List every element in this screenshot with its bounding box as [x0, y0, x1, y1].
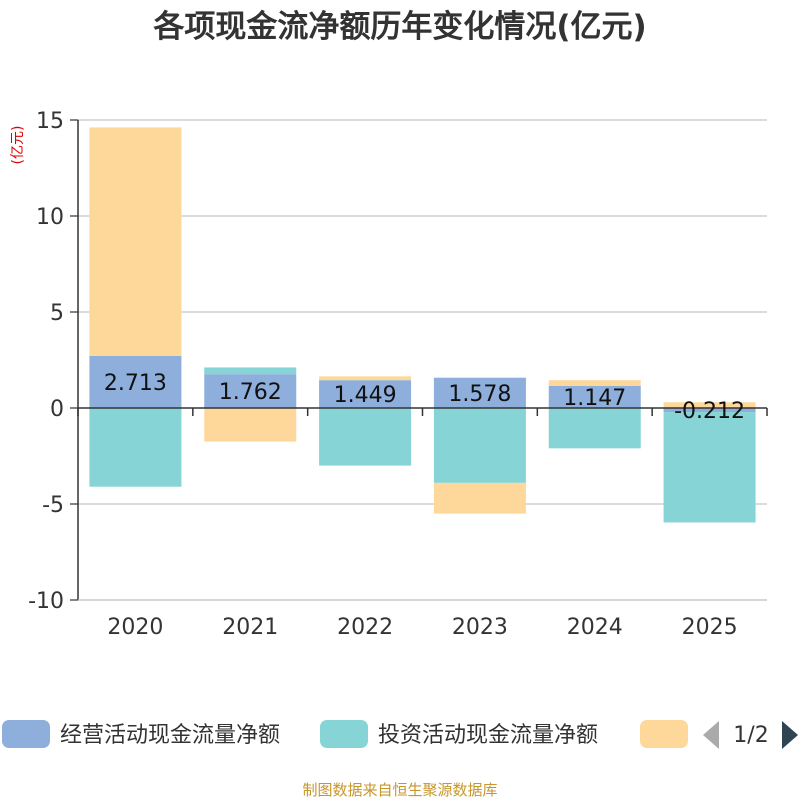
- chart-title: 各项现金流净额历年变化情况(亿元): [152, 9, 646, 45]
- data-label: 1.762: [219, 380, 282, 405]
- bars: [89, 127, 756, 523]
- legend-label[interactable]: 经营活动现金流量净额: [60, 723, 280, 748]
- y-tick-label: 10: [36, 205, 64, 230]
- bar-series2-2020[interactable]: [89, 408, 182, 487]
- x-tick-label: 2020: [107, 615, 163, 640]
- data-label: 2.713: [104, 371, 167, 396]
- legend-page-indicator: 1/2: [733, 723, 768, 748]
- legend: 经营活动现金流量净额 投资活动现金流量净额 1/2: [2, 720, 798, 749]
- y-tick-label: -5: [42, 493, 64, 518]
- bar-series2-2024[interactable]: [548, 408, 641, 449]
- data-label: 1.449: [334, 383, 397, 408]
- bar-series1-2020[interactable]: [89, 355, 182, 408]
- legend-next-page-icon[interactable]: [782, 721, 798, 749]
- legend-swatch-series1[interactable]: [2, 720, 50, 748]
- legend-swatch-series3[interactable]: [640, 720, 688, 748]
- legend-label[interactable]: 投资活动现金流量净额: [378, 723, 598, 748]
- x-axis-ticks: 2020 2021 2022 2023 2024 2025: [107, 615, 737, 640]
- x-tick-label: 2023: [452, 615, 508, 640]
- x-tick-label: 2021: [222, 615, 278, 640]
- bar-series1-2023[interactable]: [433, 377, 526, 408]
- bar-series1-2021[interactable]: [204, 374, 297, 408]
- bar-series1-2024[interactable]: [548, 385, 641, 408]
- data-source-note: 制图数据来自恒生聚源数据库: [302, 781, 497, 799]
- x-tick-label: 2025: [682, 615, 738, 640]
- legend-prev-page-icon[interactable]: [703, 721, 719, 749]
- y-axis-unit: (亿元): [10, 126, 26, 165]
- legend-swatch-series2[interactable]: [320, 720, 368, 748]
- bar-series3-2022[interactable]: [319, 376, 412, 381]
- data-label: -0.212: [674, 399, 745, 424]
- y-tick-label: 5: [50, 301, 64, 326]
- y-tick-label: 15: [36, 109, 64, 134]
- bar-series1-2025[interactable]: [663, 408, 756, 413]
- axes: [77, 120, 768, 601]
- y-tick-label: -10: [28, 589, 64, 614]
- y-tick-label: 0: [50, 397, 64, 422]
- bar-series3-2020[interactable]: [89, 127, 182, 356]
- bar-series2-2021[interactable]: [204, 367, 297, 375]
- y-axis-ticks: 15 10 5 0 -5 -10: [28, 109, 78, 614]
- x-tick-label: 2024: [567, 615, 623, 640]
- bar-series2-2022[interactable]: [319, 408, 412, 466]
- bar-series1-2022[interactable]: [319, 380, 412, 408]
- bar-series3-2025[interactable]: [663, 402, 756, 408]
- bar-series3-2021[interactable]: [204, 408, 297, 442]
- data-label: 1.147: [563, 386, 626, 411]
- data-labels: 2.713 1.762 1.449 1.578 1.147 -0.212: [104, 371, 745, 424]
- bar-series3-2023[interactable]: [433, 482, 526, 514]
- bar-series3-2024[interactable]: [548, 380, 641, 386]
- bar-series2-2023[interactable]: [433, 408, 526, 483]
- x-tick-label: 2022: [337, 615, 393, 640]
- bar-series2-2025[interactable]: [663, 412, 756, 523]
- data-label: 1.578: [448, 382, 511, 407]
